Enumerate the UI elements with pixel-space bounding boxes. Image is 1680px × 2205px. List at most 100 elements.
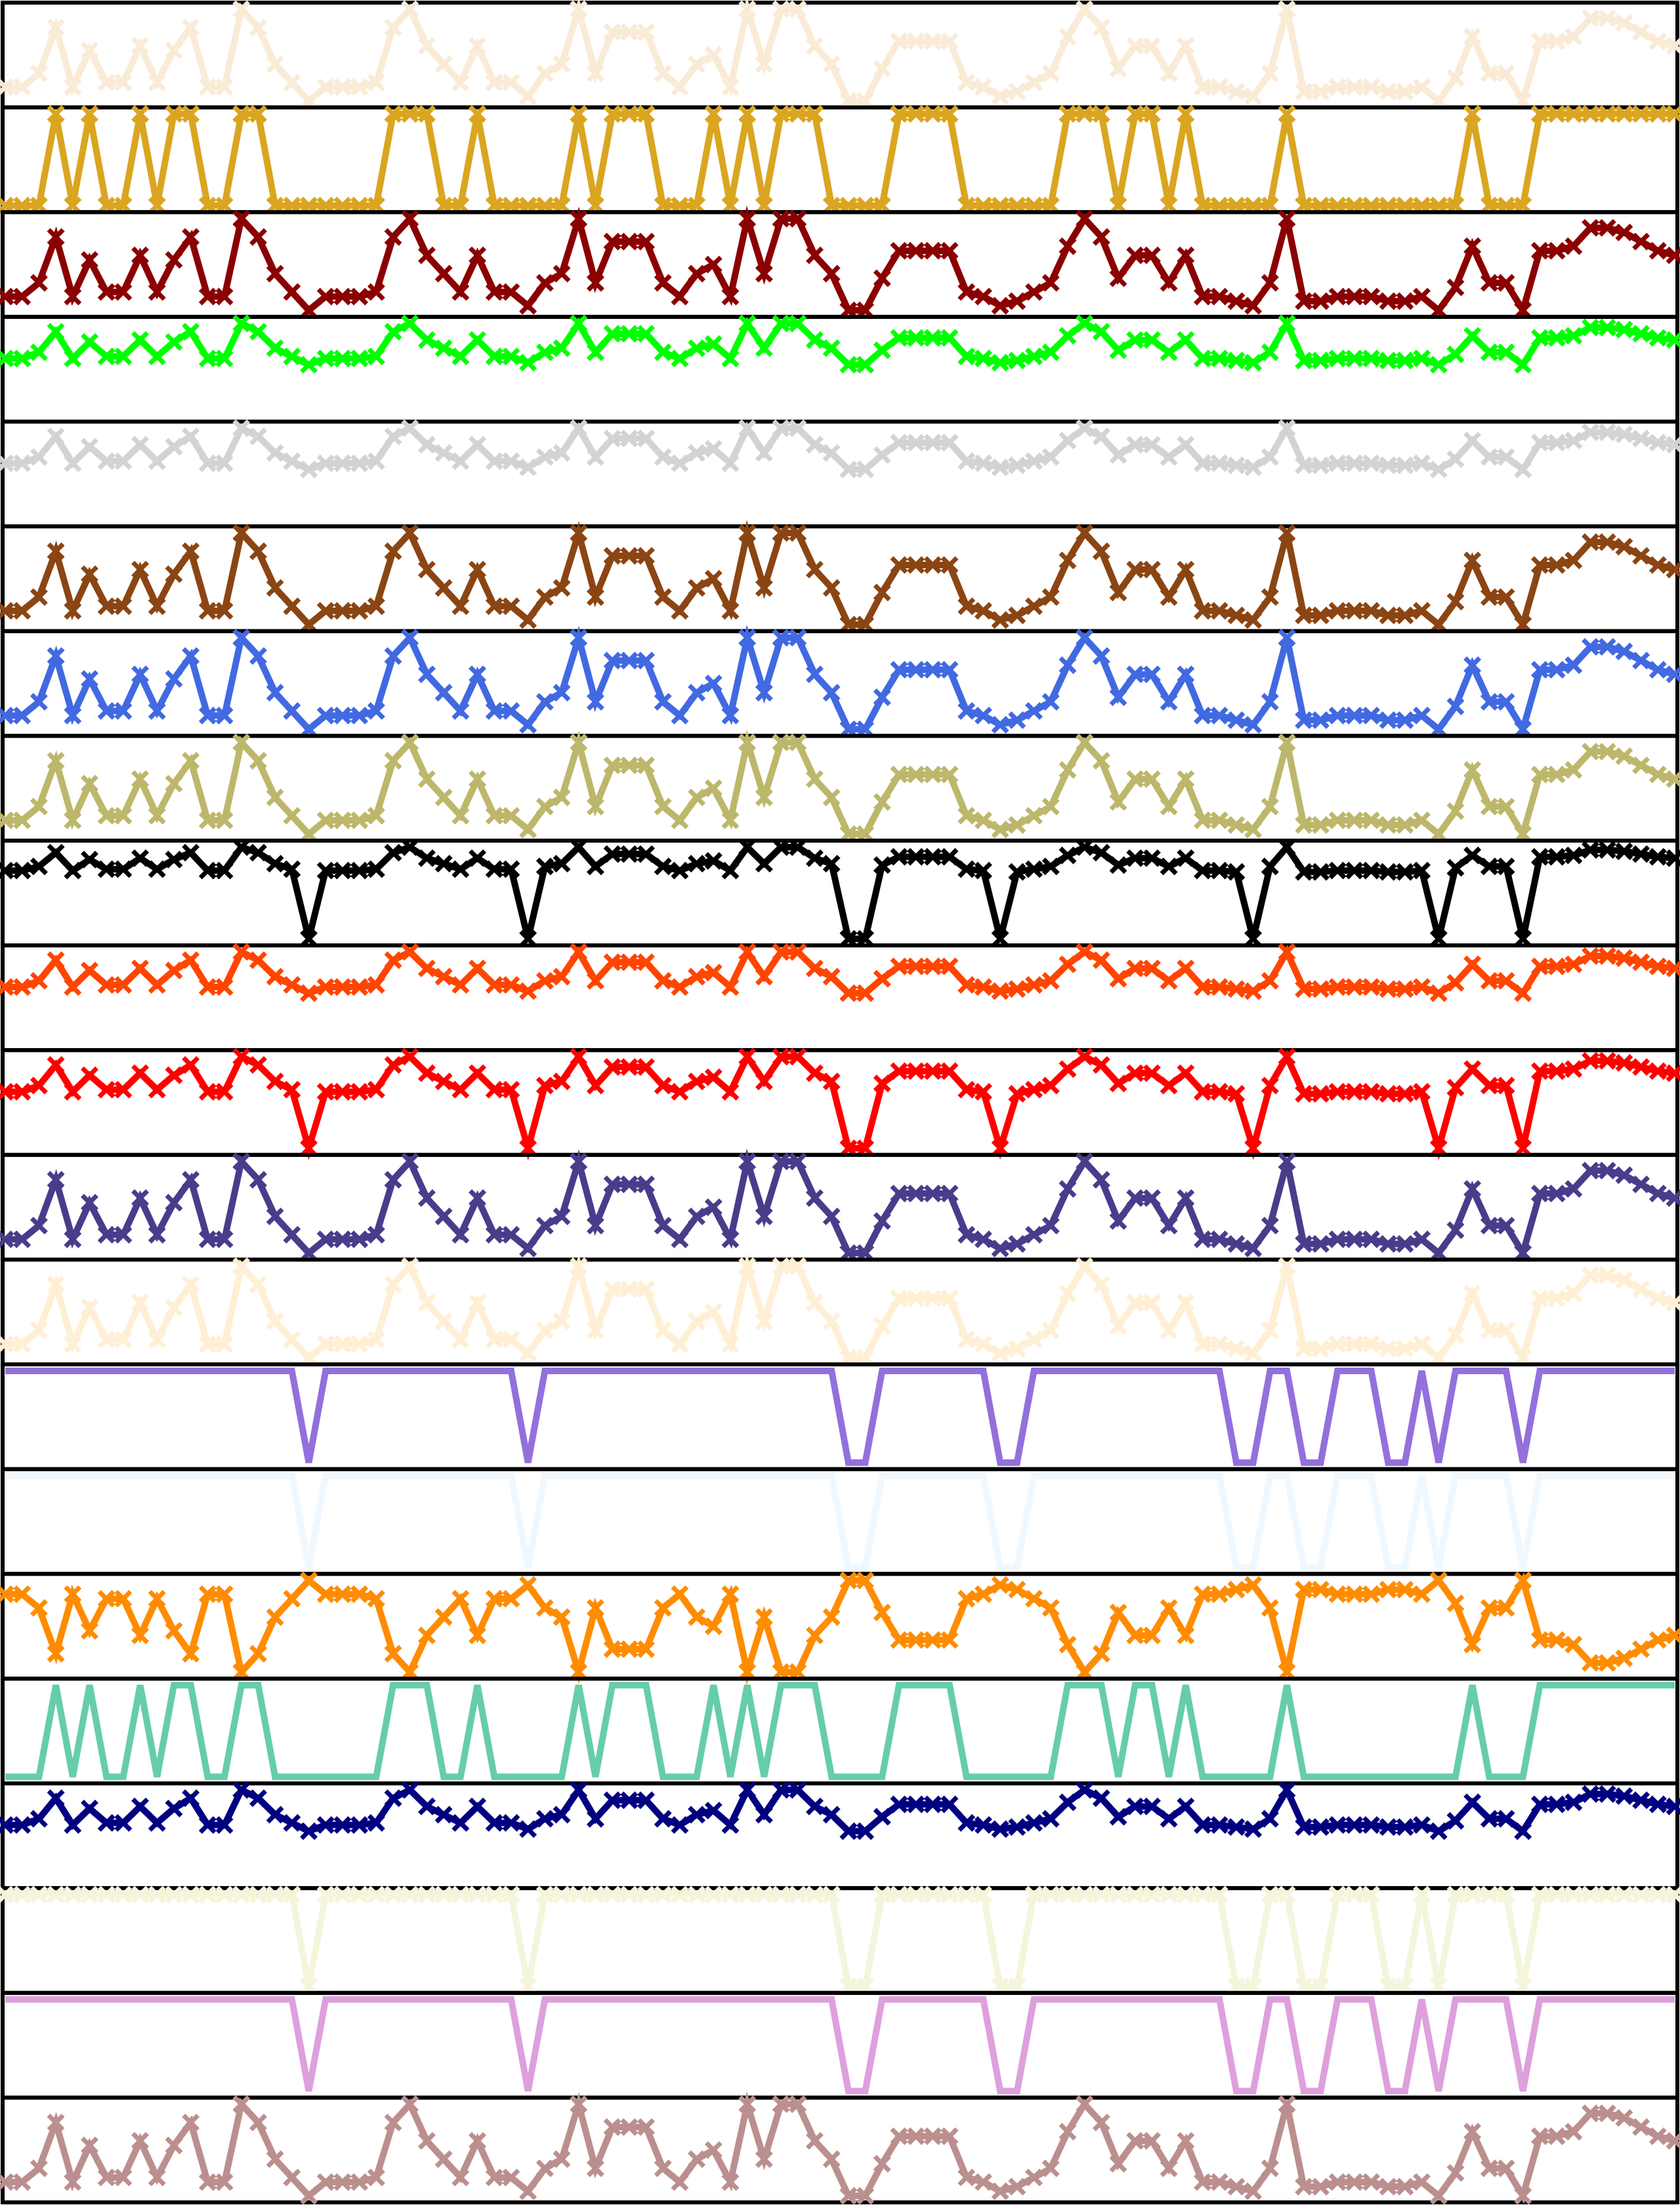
data-point <box>249 951 267 969</box>
data-point <box>957 1330 976 1349</box>
series-panel-21 <box>0 2091 1680 2205</box>
data-point <box>1109 1212 1127 1230</box>
data-point <box>1547 556 1566 574</box>
data-point <box>620 1280 639 1298</box>
data-point <box>1194 862 1211 880</box>
data-point <box>1632 232 1650 251</box>
data-point <box>316 1230 335 1248</box>
data-point <box>1615 1787 1633 1805</box>
data-point <box>64 287 82 306</box>
data-point <box>839 1822 858 1840</box>
data-point <box>637 652 655 670</box>
data-point <box>738 629 757 647</box>
data-point <box>1059 431 1077 450</box>
data-point <box>1261 692 1279 711</box>
data-point <box>316 1083 335 1101</box>
data-point <box>333 78 352 96</box>
data-point <box>1582 219 1599 237</box>
data-point <box>182 1275 200 1293</box>
data-point <box>1160 972 1178 990</box>
data-point <box>586 797 604 816</box>
data-point <box>1126 1189 1144 1208</box>
data-point <box>940 556 959 574</box>
data-point <box>81 1885 98 1904</box>
data-point <box>1160 1885 1178 1904</box>
data-point <box>131 1064 150 1082</box>
data-point <box>384 2113 402 2132</box>
data-point <box>1480 972 1498 990</box>
data-point <box>1008 83 1026 101</box>
data-point <box>940 105 959 123</box>
data-point <box>1177 959 1195 978</box>
data-point <box>384 542 402 560</box>
data-point <box>13 454 32 472</box>
data-point <box>1530 1185 1549 1203</box>
data-point <box>1615 949 1633 967</box>
data-point <box>198 1585 217 1603</box>
data-point <box>1530 1796 1549 1813</box>
data-point <box>1615 537 1633 556</box>
data-point <box>1582 1885 1599 1904</box>
data-point <box>367 74 385 92</box>
data-point <box>1362 454 1380 472</box>
data-point <box>1413 1335 1431 1353</box>
data-point <box>81 1799 98 1818</box>
series-line <box>5 2091 1676 2204</box>
data-point <box>182 951 200 969</box>
data-point <box>688 1805 706 1824</box>
data-point <box>165 333 183 351</box>
data-point <box>452 807 470 825</box>
data-point <box>1598 318 1616 337</box>
data-point <box>957 347 976 366</box>
data-point <box>1632 652 1650 670</box>
data-point <box>1177 2132 1195 2150</box>
data-point <box>469 105 486 123</box>
data-point <box>452 1814 470 1832</box>
data-point <box>131 246 150 264</box>
data-point <box>1547 32 1566 51</box>
data-point <box>620 652 639 670</box>
data-point <box>637 1280 655 1298</box>
data-point <box>97 1885 116 1904</box>
data-point <box>1244 611 1263 629</box>
data-point <box>1446 858 1465 877</box>
series-line <box>5 1681 1675 1780</box>
data-point <box>1362 1230 1380 1248</box>
data-point <box>1582 742 1599 761</box>
data-point <box>417 331 436 349</box>
data-point <box>434 1608 453 1626</box>
data-point <box>1615 14 1633 32</box>
data-point <box>64 706 82 724</box>
data-point <box>1463 955 1482 973</box>
data-point <box>1547 765 1566 784</box>
data-point <box>1598 2104 1616 2122</box>
data-point <box>1497 274 1515 292</box>
data-point <box>300 1571 318 1589</box>
data-point <box>1143 959 1161 978</box>
data-point <box>1194 454 1211 472</box>
data-point <box>1008 980 1026 998</box>
data-point <box>452 1589 470 1608</box>
data-point <box>772 0 790 18</box>
data-point <box>637 845 655 863</box>
data-point <box>1194 287 1211 306</box>
data-point <box>1076 2095 1094 2113</box>
data-point <box>64 78 82 96</box>
data-point <box>1311 1818 1330 1836</box>
data-point <box>1497 972 1515 990</box>
data-point <box>654 857 672 875</box>
data-point <box>1244 820 1263 839</box>
data-point <box>266 1805 284 1824</box>
data-point <box>991 982 1009 1000</box>
data-point <box>1008 1085 1026 1103</box>
data-point <box>923 1631 942 1649</box>
data-point <box>1648 1631 1667 1649</box>
data-point <box>822 788 841 807</box>
data-point <box>1278 1885 1296 1904</box>
data-point <box>907 105 925 123</box>
data-point <box>452 2168 470 2187</box>
data-point <box>283 976 301 994</box>
data-point <box>249 1645 267 1663</box>
data-point <box>789 419 807 437</box>
data-point <box>232 943 251 961</box>
